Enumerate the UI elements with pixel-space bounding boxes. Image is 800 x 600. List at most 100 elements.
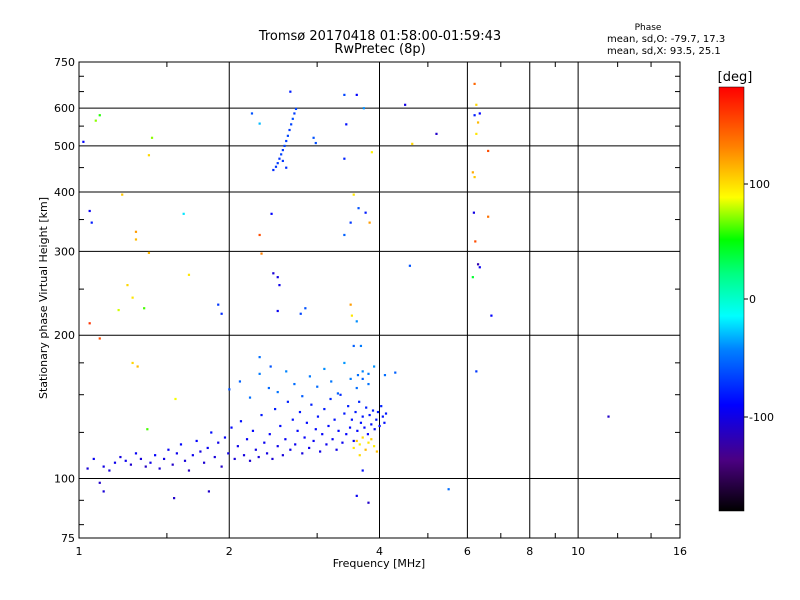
data-point [274, 407, 277, 411]
data-point [301, 452, 304, 455]
data-point [143, 307, 146, 310]
phase-stats-heading: Phase [635, 23, 662, 33]
y-tick-label: 100 [54, 473, 75, 486]
data-point [293, 112, 296, 115]
data-point [327, 424, 330, 428]
data-point [147, 251, 151, 255]
data-point [228, 388, 231, 391]
data-point [375, 418, 378, 421]
data-points [82, 82, 610, 504]
data-point [299, 312, 302, 315]
x-tick-label: 4 [376, 545, 383, 558]
data-point [288, 128, 291, 132]
data-point [94, 119, 97, 122]
data-point [296, 429, 299, 432]
data-point [333, 418, 336, 421]
data-point [348, 426, 352, 429]
colorbar [718, 86, 745, 512]
data-point [349, 303, 352, 306]
data-point [187, 469, 191, 472]
data-point [473, 175, 476, 179]
data-point [373, 445, 376, 448]
data-point [308, 446, 311, 450]
data-point [367, 501, 370, 504]
data-point [239, 420, 243, 423]
data-point [220, 312, 223, 315]
data-point [279, 424, 282, 428]
data-point [335, 448, 338, 451]
data-point [350, 418, 353, 421]
data-point [383, 421, 386, 424]
data-point [343, 157, 346, 160]
data-point [361, 415, 364, 418]
data-point [361, 436, 364, 439]
data-point [88, 209, 91, 213]
data-point [330, 380, 333, 383]
data-point [304, 307, 307, 310]
data-point [312, 439, 315, 443]
data-point [447, 488, 450, 491]
data-point [356, 429, 359, 432]
data-point [276, 276, 279, 279]
data-point [475, 370, 478, 373]
data-point [182, 212, 185, 215]
data-point [367, 372, 370, 375]
y-tick-label: 600 [54, 102, 75, 115]
data-point [258, 356, 261, 359]
data-point [367, 441, 370, 444]
data-point [473, 82, 476, 85]
data-point [408, 264, 411, 267]
data-point [146, 428, 149, 431]
data-point [289, 448, 292, 451]
data-point [476, 121, 480, 124]
data-point [294, 107, 298, 111]
data-point [383, 374, 387, 377]
data-point [202, 461, 206, 464]
data-point [248, 459, 252, 462]
x-tick-label: 1 [76, 545, 83, 558]
data-point [475, 103, 478, 106]
data-point [378, 424, 381, 428]
data-point [258, 372, 261, 375]
data-point [370, 151, 373, 154]
data-point [154, 454, 157, 457]
y-tick-label: 400 [54, 186, 75, 199]
data-point [361, 370, 364, 373]
data-point [254, 448, 257, 451]
data-point [359, 344, 363, 348]
data-point [276, 390, 279, 394]
x-tick-label: 6 [464, 545, 471, 558]
data-point [199, 450, 202, 453]
data-point [607, 415, 610, 418]
data-point [98, 481, 101, 484]
data-point [357, 207, 360, 210]
phase-stats-o: mean, sd,O: -79.7, 17.3 [607, 34, 725, 45]
data-point [276, 162, 279, 165]
data-point [370, 423, 373, 426]
data-point [343, 361, 346, 365]
data-point [352, 439, 355, 443]
data-point [269, 365, 272, 368]
data-point [476, 263, 480, 266]
data-point [301, 395, 304, 398]
data-point [373, 365, 376, 368]
data-point [251, 429, 255, 432]
data-point [355, 320, 358, 323]
data-point [490, 314, 493, 317]
data-point [471, 171, 474, 174]
data-point [278, 157, 281, 160]
colorbar-tick-label: 100 [749, 178, 770, 191]
y-tick-label: 500 [54, 140, 75, 153]
data-point [217, 303, 220, 306]
data-point [102, 465, 105, 468]
colorbar-tick-label: -100 [749, 411, 774, 424]
data-point [290, 123, 293, 126]
data-point [257, 455, 260, 459]
grid-lines [79, 62, 680, 538]
data-point [129, 463, 133, 466]
data-point [284, 438, 287, 441]
data-point [131, 361, 134, 365]
data-point [341, 441, 344, 444]
data-point [263, 441, 266, 444]
